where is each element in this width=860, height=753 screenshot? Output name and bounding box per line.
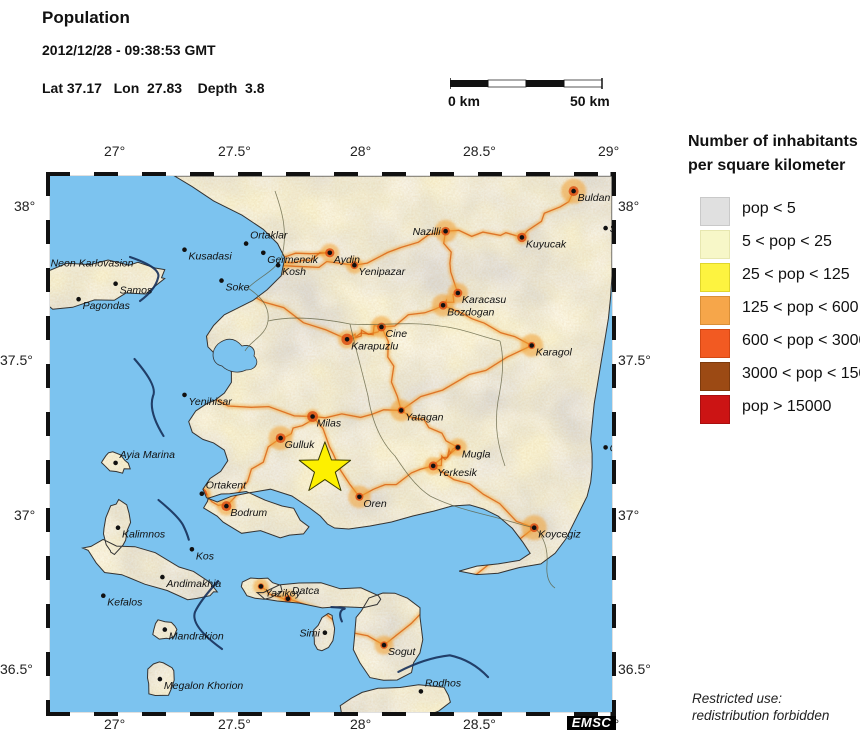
- svg-text:Mugla: Mugla: [462, 448, 491, 460]
- svg-text:Nazilli: Nazilli: [413, 226, 442, 238]
- svg-text:Bodrum: Bodrum: [230, 507, 267, 519]
- svg-text:Simi: Simi: [299, 628, 320, 640]
- svg-text:Oren: Oren: [363, 498, 387, 510]
- svg-text:Gulluk: Gulluk: [285, 439, 316, 451]
- svg-text:Karagol: Karagol: [536, 347, 573, 359]
- svg-text:Sogut: Sogut: [388, 646, 417, 658]
- svg-text:Neon Karlovasion: Neon Karlovasion: [51, 257, 134, 269]
- svg-text:Sar: Sar: [610, 223, 612, 235]
- svg-text:Yerkesik: Yerkesik: [437, 467, 477, 479]
- svg-text:Yatagan: Yatagan: [405, 411, 443, 423]
- svg-text:Soke: Soke: [226, 282, 250, 294]
- svg-text:Yazikoy: Yazikoy: [265, 587, 302, 599]
- svg-text:Milas: Milas: [317, 418, 342, 430]
- svg-text:Ortaklar: Ortaklar: [250, 230, 288, 242]
- svg-text:Mandrakion: Mandrakion: [169, 631, 224, 643]
- svg-text:Kuyucak: Kuyucak: [526, 238, 567, 250]
- svg-text:Yenipazar: Yenipazar: [358, 266, 405, 278]
- svg-text:Cine: Cine: [386, 328, 408, 340]
- svg-text:Kos: Kos: [196, 550, 215, 562]
- svg-text:Ge: Ge: [610, 442, 612, 454]
- svg-text:Pagondas: Pagondas: [83, 300, 131, 312]
- svg-text:Andimakhia: Andimakhia: [165, 578, 221, 590]
- svg-text:Koycegiz: Koycegiz: [538, 529, 581, 541]
- svg-text:Karacasu: Karacasu: [462, 294, 507, 306]
- svg-text:Yenihisar: Yenihisar: [189, 396, 233, 408]
- svg-text:Ayia Marina: Ayia Marina: [119, 449, 176, 461]
- svg-text:Kefalos: Kefalos: [107, 597, 143, 609]
- svg-text:Kalimnos: Kalimnos: [122, 529, 166, 541]
- svg-text:Karapuzlu: Karapuzlu: [351, 340, 398, 352]
- svg-text:Buldan: Buldan: [578, 192, 611, 204]
- svg-text:Kusadasi: Kusadasi: [189, 251, 233, 263]
- svg-text:Kosh: Kosh: [282, 266, 306, 278]
- svg-text:Ortakent: Ortakent: [206, 480, 247, 492]
- svg-text:Germencik: Germencik: [267, 254, 319, 266]
- svg-text:Rodhos: Rodhos: [425, 677, 462, 689]
- svg-text:Samos: Samos: [120, 285, 153, 297]
- svg-text:Megalon Khorion: Megalon Khorion: [164, 680, 244, 692]
- svg-text:Bozdogan: Bozdogan: [447, 306, 494, 318]
